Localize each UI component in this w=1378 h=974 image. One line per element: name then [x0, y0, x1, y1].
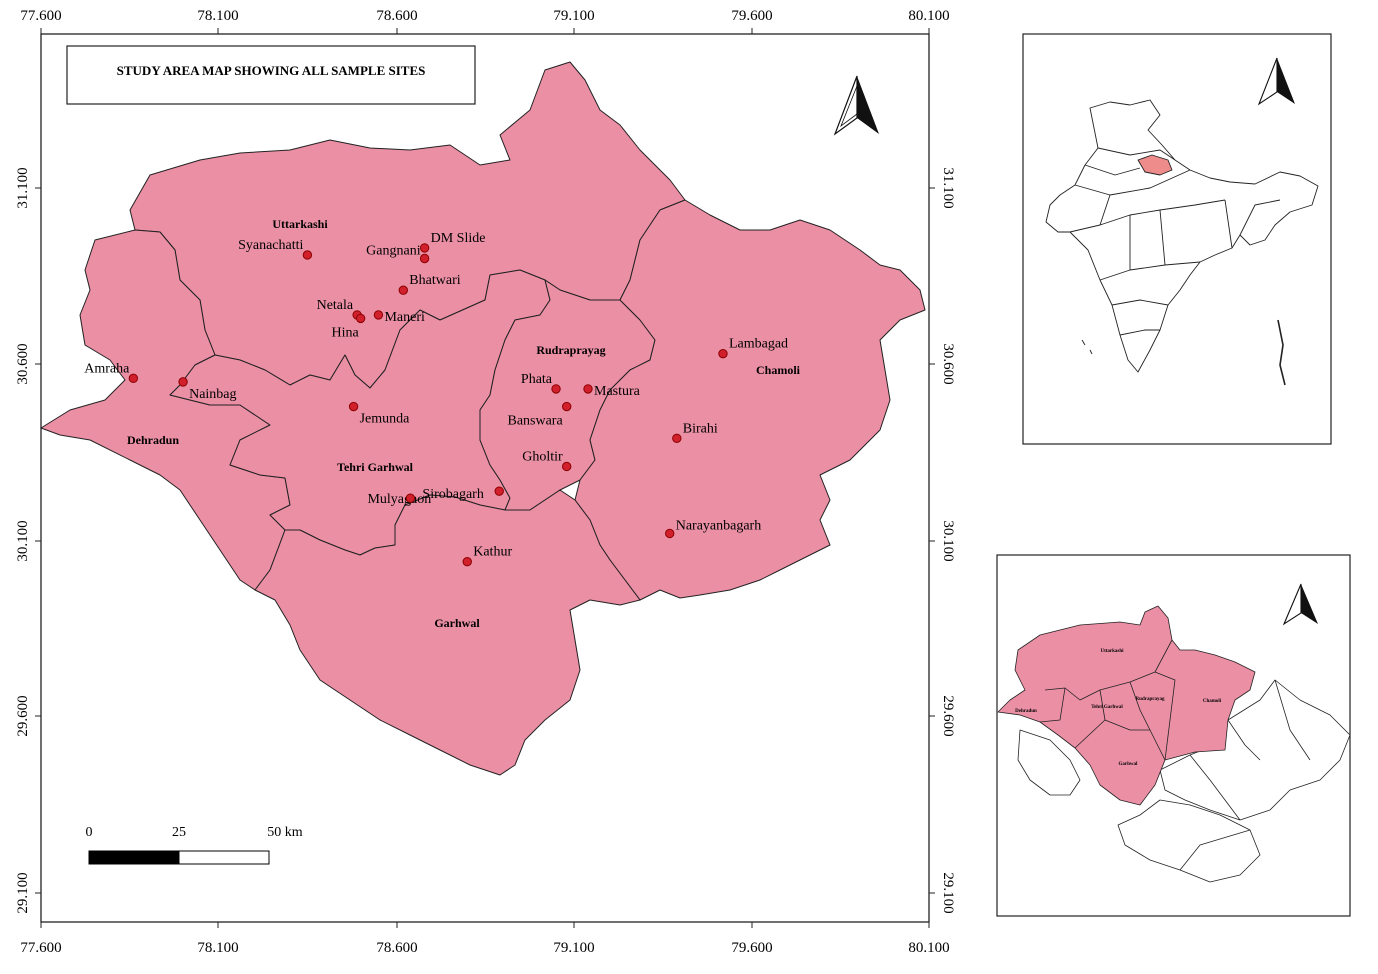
site-label-gholtir: Gholtir — [522, 449, 563, 464]
scale-label-25: 25 — [172, 825, 186, 840]
x-tick-top-3: 79.100 — [553, 8, 594, 24]
x-tick-bottom-4: 79.600 — [731, 940, 772, 956]
site-marker-birahi — [672, 433, 682, 443]
site-label-narayanbagarh: Narayanbagarh — [676, 518, 762, 533]
site-label-hina: Hina — [331, 325, 359, 340]
site-marker-amraha — [128, 373, 139, 384]
x-tick-top-5: 80.100 — [908, 8, 949, 24]
north-arrow-icon — [1257, 57, 1295, 106]
map-title: STUDY AREA MAP SHOWING ALL SAMPLE SITES — [117, 63, 426, 78]
district-label-tehri: Tehri Garhwal — [337, 460, 414, 474]
site-label-banswara: Banswara — [507, 414, 563, 429]
district-garhwal — [254, 489, 641, 776]
y-tick-left-3: 29.600 — [15, 695, 31, 736]
site-label-lambagad: Lambagad — [729, 337, 788, 352]
inset-label-tehri: Tehri Garhwal — [1091, 705, 1123, 710]
scale-bar-black — [88, 850, 180, 865]
inset-label-dehradun: Dehradun — [1015, 709, 1037, 714]
scale-label-0: 0 — [86, 825, 93, 840]
site-marker-nainbag — [178, 377, 188, 387]
site-marker-phata — [551, 384, 561, 394]
site-label-gangnani: Gangnani — [366, 244, 421, 259]
y-tick-right-1: 30.600 — [940, 343, 956, 384]
site-label-amraha: Amraha — [84, 361, 130, 376]
scale-label-50: 50 km — [267, 825, 303, 840]
site-label-kathur: Kathur — [473, 545, 512, 560]
site-label-netala: Netala — [317, 298, 354, 313]
tick-marks — [35, 28, 935, 928]
y-tick-right-0: 31.100 — [940, 167, 956, 208]
site-marker-kathur — [462, 556, 472, 567]
site-label-mastura: Mastura — [594, 384, 641, 399]
site-marker-mulyagaon — [494, 486, 504, 496]
y-tick-right-3: 29.600 — [940, 695, 956, 736]
district-chamoli — [574, 199, 926, 601]
site-marker-bhatwari — [398, 285, 409, 295]
site-marker-hina — [355, 313, 366, 324]
district-label-uttarkashi: Uttarkashi — [272, 217, 328, 231]
uttarakhand-map — [997, 605, 1351, 883]
district-polygons — [40, 61, 926, 776]
y-tick-left-0: 31.100 — [15, 167, 31, 208]
inset-label-uttarkashi: Uttarkashi — [1100, 649, 1124, 654]
district-label-dehradun: Dehradun — [127, 433, 179, 447]
site-label-maneri: Maneri — [384, 310, 425, 325]
north-arrow-icon — [833, 75, 879, 136]
y-tick-left-4: 29.100 — [15, 872, 31, 913]
x-tick-top-4: 79.600 — [731, 8, 772, 24]
x-tick-bottom-5: 80.100 — [908, 940, 949, 956]
x-tick-bottom-0: 77.600 — [20, 940, 61, 956]
site-label-syanachatti: Syanachatti — [238, 238, 303, 253]
site-marker-sirobagarh — [405, 493, 416, 503]
inset-label-garhwal: Garhwal — [1119, 762, 1139, 767]
y-tick-left-1: 30.600 — [15, 343, 31, 384]
site-marker-maneri — [373, 310, 384, 320]
x-tick-top-2: 78.600 — [376, 8, 417, 24]
scale-bar-white — [178, 850, 270, 865]
site-label-sirobagarh: Sirobagarh — [422, 487, 483, 502]
sample-sites: Syanachatti Gangnani DM Slide Bhatwari Netal… — [84, 231, 788, 567]
x-tick-bottom-2: 78.600 — [376, 940, 417, 956]
state-inset-labels: Uttarkashi Rudraprayag Dehradun Tehri Ga… — [1015, 649, 1222, 767]
uttarakhand-highlight — [1137, 154, 1173, 176]
inset-label-chamoli: Chamoli — [1203, 699, 1222, 704]
inset-label-rudraprayag: Rudraprayag — [1136, 697, 1165, 702]
site-label-nainbag: Nainbag — [189, 387, 236, 402]
y-tick-right-2: 30.100 — [940, 520, 956, 561]
site-label-jemunda: Jemunda — [360, 412, 411, 427]
y-tick-right-4: 29.100 — [940, 872, 956, 913]
site-marker-banswara — [561, 401, 572, 412]
site-marker-mastura — [583, 384, 593, 394]
y-tick-left-2: 30.100 — [15, 520, 31, 561]
site-label-mulyagaon: Mulyagaon — [367, 492, 431, 507]
site-marker-gholtir — [561, 461, 572, 472]
site-marker-narayanbagarh — [665, 528, 675, 539]
site-label-dm-slide: DM Slide — [431, 231, 486, 246]
site-marker-gangnani — [419, 253, 430, 264]
site-marker-syanachatti — [302, 250, 313, 260]
site-marker-lambagad — [718, 348, 728, 359]
north-arrow-icon — [1282, 583, 1318, 626]
x-tick-top-1: 78.100 — [197, 8, 238, 24]
district-label-garhwal: Garhwal — [434, 616, 480, 630]
site-label-bhatwari: Bhatwari — [409, 273, 460, 288]
site-marker-dm-slide — [419, 243, 430, 253]
site-label-birahi: Birahi — [683, 421, 718, 436]
site-label-phata: Phata — [521, 372, 553, 387]
title-box — [66, 45, 476, 105]
district-label-chamoli: Chamoli — [756, 363, 801, 377]
district-label-rudraprayag: Rudraprayag — [536, 343, 605, 357]
x-tick-bottom-1: 78.100 — [197, 940, 238, 956]
x-tick-top-0: 77.600 — [20, 8, 61, 24]
india-map — [1045, 99, 1319, 386]
x-tick-bottom-3: 79.100 — [553, 940, 594, 956]
site-marker-jemunda — [348, 401, 359, 412]
